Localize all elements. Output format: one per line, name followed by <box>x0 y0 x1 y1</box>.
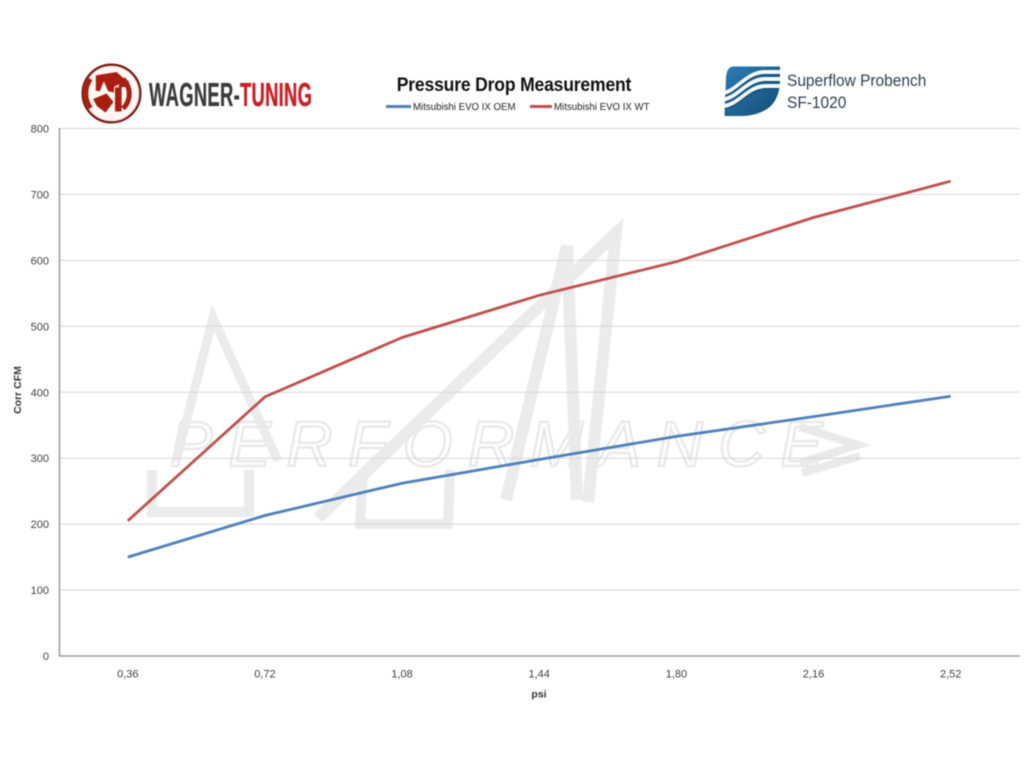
svg-text:700: 700 <box>31 189 49 201</box>
svg-text:PERFORMANCE: PERFORMANCE <box>170 408 838 480</box>
svg-text:500: 500 <box>31 321 49 333</box>
svg-text:psi: psi <box>531 689 546 701</box>
svg-text:400: 400 <box>31 387 49 399</box>
svg-text:0,36: 0,36 <box>117 669 138 681</box>
svg-text:2,52: 2,52 <box>940 669 961 681</box>
svg-text:2,16: 2,16 <box>803 669 824 681</box>
svg-text:800: 800 <box>31 124 49 136</box>
svg-text:0,72: 0,72 <box>254 669 275 681</box>
svg-text:600: 600 <box>31 255 49 267</box>
svg-text:100: 100 <box>31 585 49 597</box>
svg-text:200: 200 <box>31 519 49 531</box>
svg-text:0: 0 <box>43 651 49 663</box>
svg-text:Corr CFM: Corr CFM <box>12 366 24 414</box>
svg-text:300: 300 <box>31 453 49 465</box>
svg-text:1,80: 1,80 <box>666 669 687 681</box>
svg-text:1,08: 1,08 <box>391 669 412 681</box>
svg-text:1,44: 1,44 <box>528 669 549 681</box>
